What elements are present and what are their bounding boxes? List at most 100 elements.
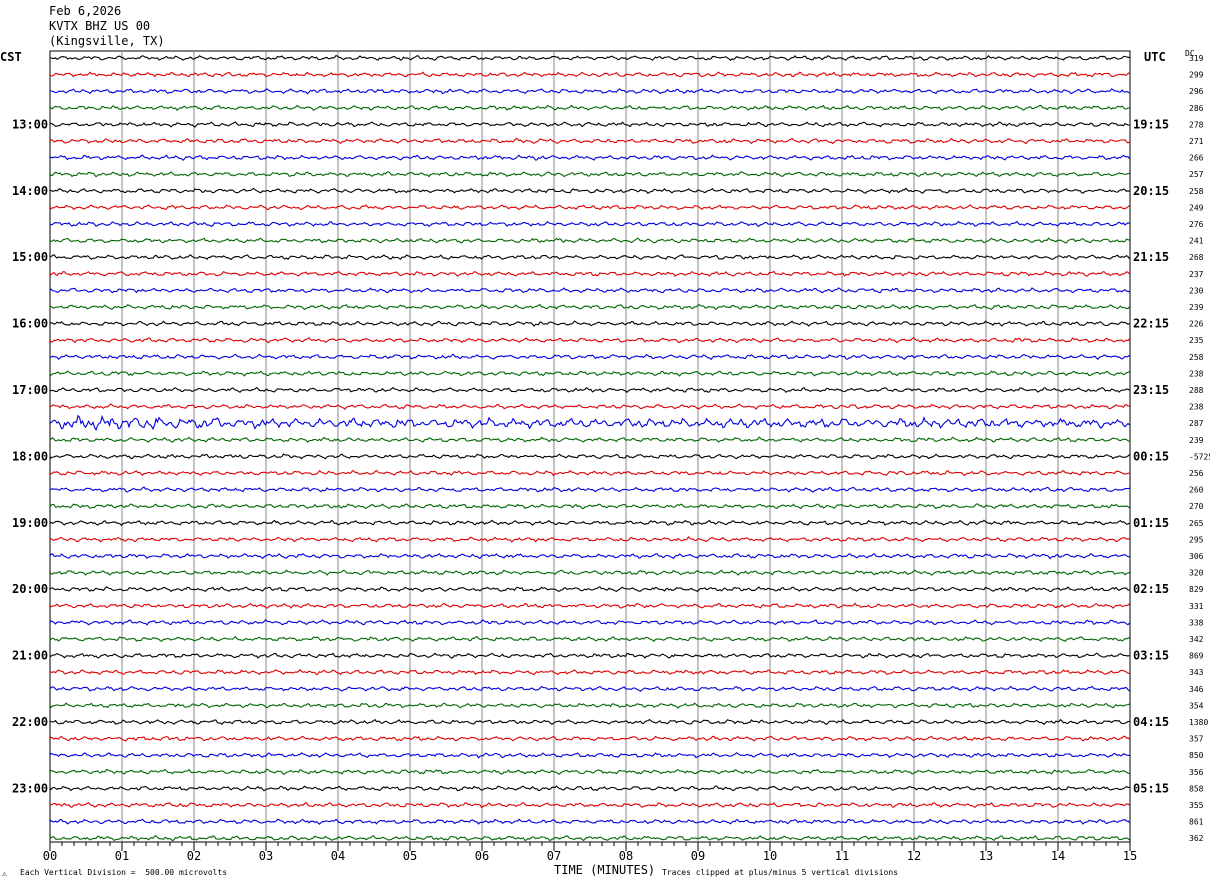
- corner-mark-icon: ⚠: [2, 869, 7, 878]
- x-axis-title: TIME (MINUTES): [554, 863, 656, 877]
- left-hour-label: 18:00: [12, 449, 48, 463]
- dc-offset-label: 257: [1189, 170, 1204, 179]
- left-hour-label: 21:00: [12, 649, 48, 663]
- seismic-trace: [49, 320, 1130, 327]
- clip-note: Traces clipped at plus/minus 5 vertical …: [662, 868, 899, 877]
- x-tick-label: 11: [835, 849, 849, 863]
- left-hour-label: 13:00: [12, 117, 48, 131]
- dc-offset-label: 342: [1189, 635, 1204, 644]
- seismic-trace: [49, 171, 1130, 178]
- dc-offset-label: 355: [1189, 801, 1204, 810]
- dc-offset-label: 258: [1189, 187, 1204, 196]
- x-tick-label: 06: [475, 849, 489, 863]
- seismic-trace: [49, 370, 1130, 377]
- x-tick-label: 09: [691, 849, 705, 863]
- left-hour-label: 23:00: [12, 781, 48, 795]
- seismic-trace: [49, 652, 1130, 659]
- x-tick-label: 15: [1123, 849, 1137, 863]
- seismic-trace: [49, 469, 1130, 477]
- right-hour-label: 00:15: [1133, 449, 1169, 463]
- seismic-trace: [49, 71, 1130, 78]
- x-tick-label: 10: [763, 849, 777, 863]
- dc-offset-label: 356: [1189, 768, 1204, 777]
- seismic-trace: [49, 735, 1130, 742]
- seismic-trace: [50, 54, 1130, 62]
- seismic-trace: [49, 602, 1130, 609]
- dc-offset-label: 357: [1189, 735, 1204, 744]
- seismic-trace: [49, 414, 1130, 432]
- dc-offset-label: 230: [1189, 286, 1204, 295]
- dc-offset-label: -57256: [1189, 452, 1210, 461]
- dc-offset-label: 296: [1189, 87, 1204, 96]
- dc-offset-label: 288: [1189, 386, 1204, 395]
- seismic-trace: [49, 154, 1130, 161]
- right-hour-label: 03:15: [1133, 649, 1169, 663]
- dc-offset-label: 829: [1189, 585, 1204, 594]
- right-hour-label: 05:15: [1133, 781, 1169, 795]
- seismic-trace: [49, 88, 1130, 95]
- left-hour-label: 14:00: [12, 184, 48, 198]
- dc-offset-label: 256: [1189, 469, 1204, 478]
- seismic-trace: [49, 237, 1130, 244]
- left-timezone-label: CST: [0, 50, 22, 64]
- x-tick-label: 04: [331, 849, 345, 863]
- dc-offset-label: 241: [1189, 237, 1204, 246]
- trace-group: [49, 54, 1130, 842]
- dc-offset-label: 299: [1189, 71, 1204, 80]
- left-hour-label: 17:00: [12, 383, 48, 397]
- dc-offset-label: 850: [1189, 751, 1204, 760]
- seismic-trace: [49, 121, 1130, 128]
- dc-offset-label: 319: [1189, 54, 1204, 63]
- dc-offset-label: 266: [1189, 154, 1204, 163]
- seismic-trace: [49, 254, 1130, 261]
- dc-offset-label: 237: [1189, 270, 1204, 279]
- dc-offset-label: 235: [1189, 336, 1204, 345]
- seismic-trace: [49, 768, 1130, 775]
- dc-offset-label: 306: [1189, 552, 1204, 561]
- seismic-trace: [49, 336, 1130, 344]
- seismic-trace: [49, 220, 1130, 228]
- x-tick-label: 12: [907, 849, 921, 863]
- dc-offset-label: 338: [1189, 618, 1204, 627]
- dc-offset-label: 271: [1189, 137, 1204, 146]
- seismic-trace: [49, 635, 1130, 643]
- seismic-trace: [49, 204, 1130, 211]
- dc-offset-label: 238: [1189, 403, 1204, 412]
- seismic-trace: [49, 818, 1130, 825]
- seismic-trace: [49, 137, 1130, 145]
- right-timezone-label: UTC: [1144, 50, 1166, 64]
- dc-offset-label: 869: [1189, 652, 1204, 661]
- dc-offset-label: 239: [1189, 436, 1204, 445]
- seismic-trace: [49, 685, 1130, 693]
- dc-offset-label: 320: [1189, 569, 1204, 578]
- dc-offset-label: 861: [1189, 818, 1204, 827]
- dc-offset-label: 1380: [1189, 718, 1208, 727]
- seismic-trace: [49, 785, 1130, 792]
- location-label: (Kingsville, TX): [49, 34, 165, 48]
- seismic-trace: [49, 835, 1130, 842]
- right-hour-label: 23:15: [1133, 383, 1169, 397]
- dc-offset-label: 343: [1189, 668, 1204, 677]
- seismic-trace: [49, 586, 1130, 593]
- seismic-trace: [49, 752, 1130, 759]
- dc-offset-label: 287: [1189, 419, 1204, 428]
- seismic-trace: [49, 187, 1130, 195]
- dc-offset-label: 276: [1189, 220, 1204, 229]
- seismic-trace: [49, 619, 1130, 626]
- dc-offset-label: 278: [1189, 120, 1204, 129]
- seismic-trace: [49, 702, 1130, 709]
- x-tick-label: 07: [547, 849, 561, 863]
- seismic-trace: [49, 453, 1130, 460]
- left-hour-label: 20:00: [12, 582, 48, 596]
- seismic-trace: [49, 270, 1130, 277]
- x-tick-label: 13: [979, 849, 993, 863]
- right-hour-label: 19:15: [1133, 117, 1169, 131]
- dc-offset-label: 331: [1189, 602, 1204, 611]
- right-hour-label: 20:15: [1133, 184, 1169, 198]
- seismic-trace: [49, 569, 1130, 576]
- seismic-trace: [49, 386, 1130, 393]
- dc-offset-label: 286: [1189, 104, 1204, 113]
- left-hour-label: 16:00: [12, 317, 48, 331]
- station-label: KVTX BHZ US 00: [49, 19, 151, 33]
